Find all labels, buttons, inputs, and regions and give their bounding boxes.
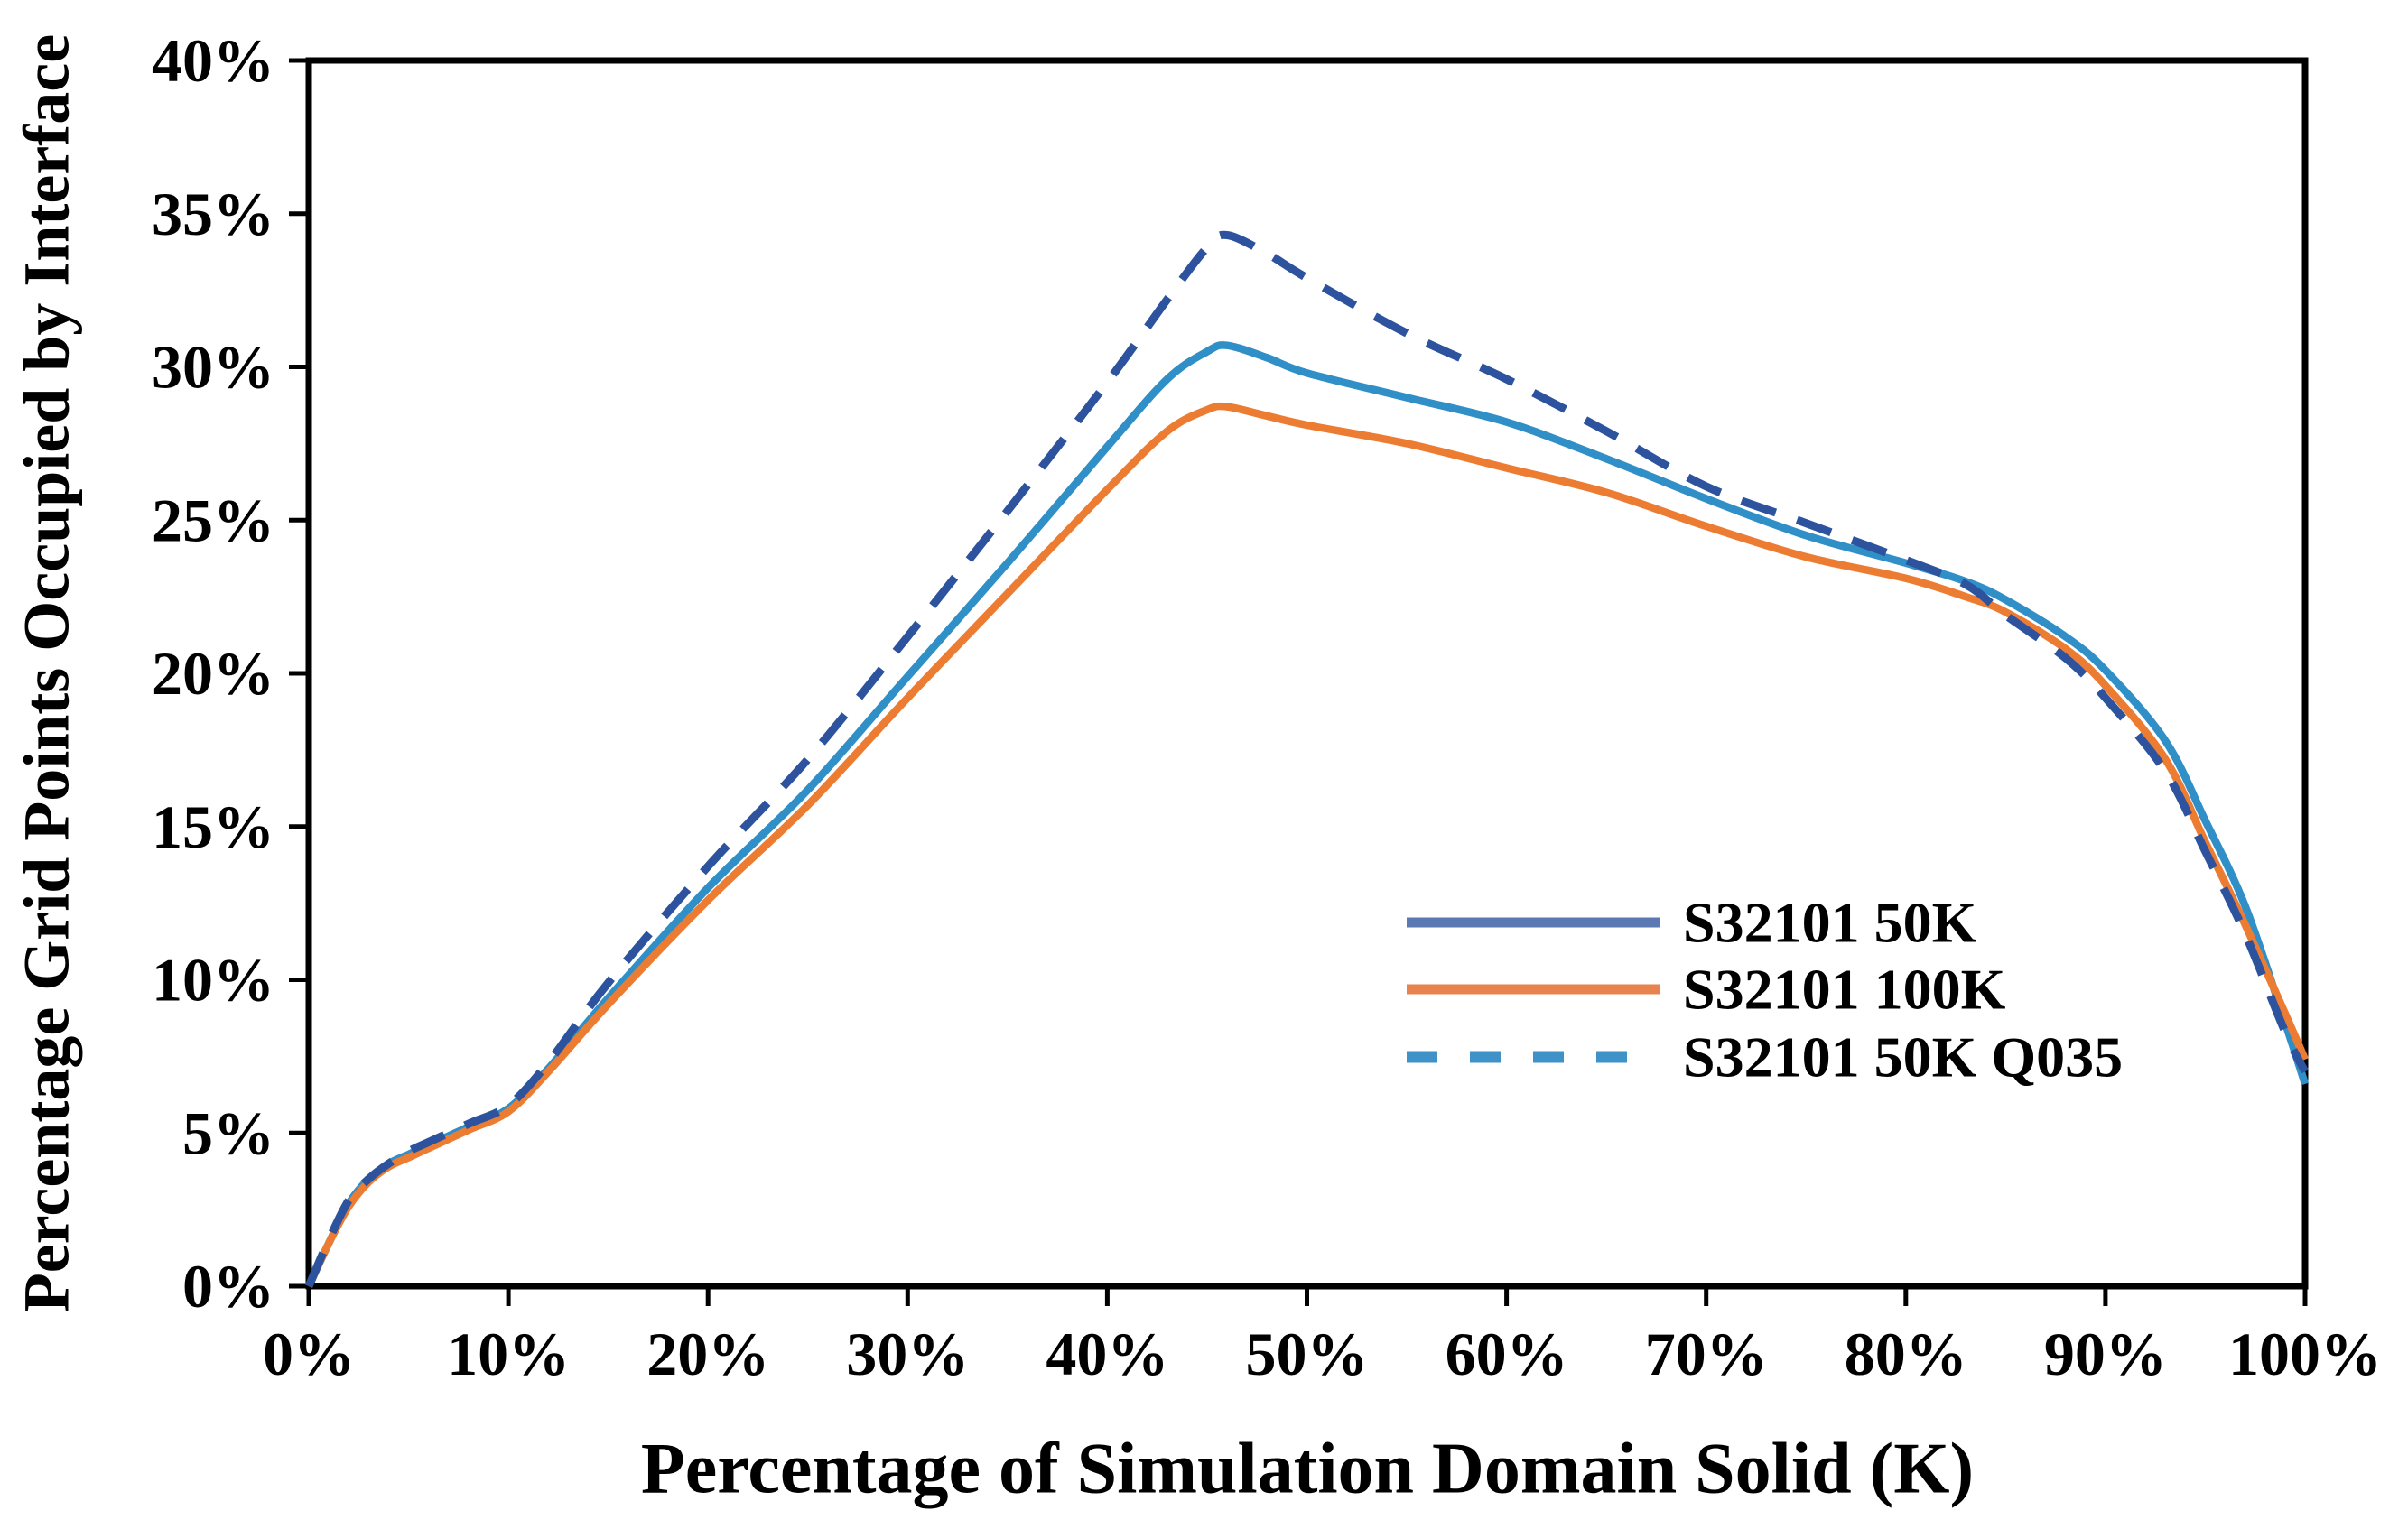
legend-label-2[interactable]: S32101 50K Q035 [1683,1025,2123,1089]
x-tick-label: 40% [1046,1320,1168,1388]
y-tick-label: 0% [182,1252,274,1320]
y-tick-label: 20% [152,639,274,708]
x-tick-label: 60% [1446,1320,1568,1388]
y-tick-label: 30% [152,333,274,402]
x-tick-label: 50% [1246,1320,1369,1388]
x-tick-label: 30% [846,1320,969,1388]
y-tick-label: 25% [152,486,274,554]
x-tick-label: 20% [646,1320,769,1388]
legend-label-1[interactable]: S32101 100K [1683,958,2006,1022]
y-tick-label: 10% [152,946,274,1015]
x-tick-label: 70% [1645,1320,1768,1388]
y-tick-label: 35% [152,180,274,248]
plot-border [305,57,2309,1290]
legend-label-0[interactable]: S32101 50K [1683,891,1977,955]
y-axis-title: Percentage Grid Points Occupied by Inter… [10,33,83,1313]
series-line-1 [305,402,2309,1288]
y-tick-label: 5% [182,1098,274,1167]
x-tick-label: 0% [263,1320,355,1388]
x-tick-label: 100% [2228,1320,2382,1388]
x-tick-label: 90% [2044,1320,2167,1388]
series-line-2 [304,230,2310,1288]
y-tick-label: 15% [152,792,274,861]
series-line-0 [305,341,2310,1288]
x-tick-label: 80% [1845,1320,1967,1388]
x-tick-label: 10% [447,1320,570,1388]
y-tick-label: 40% [152,26,274,95]
x-axis-title: Percentage of Simulation Domain Solid (K… [640,1429,1975,1509]
